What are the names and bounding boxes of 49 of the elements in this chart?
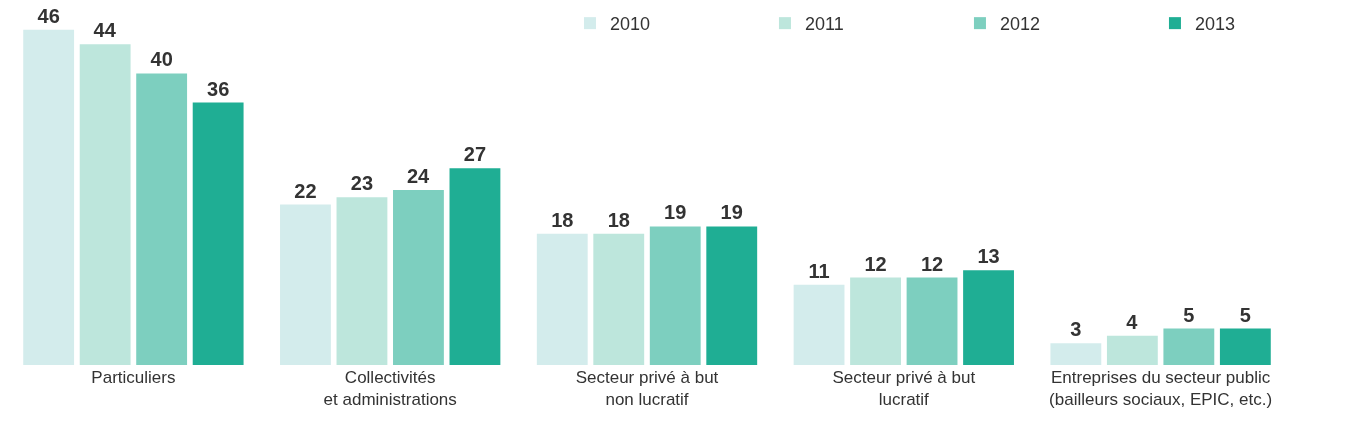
bar xyxy=(393,190,444,365)
data-label: 23 xyxy=(350,172,374,195)
x-tick-label: Particuliers xyxy=(91,368,176,387)
bar xyxy=(192,102,244,365)
bar xyxy=(1050,343,1102,365)
bar xyxy=(963,270,1014,365)
legend-label: 2013 xyxy=(1194,14,1236,35)
bar xyxy=(1163,328,1215,365)
bar xyxy=(280,204,331,365)
bar xyxy=(593,233,645,365)
data-label: 24 xyxy=(406,165,431,188)
data-label: 22 xyxy=(294,179,317,202)
data-label: 27 xyxy=(463,143,487,166)
x-tick-label: Collectivités et administrations xyxy=(323,368,457,410)
data-label: 19 xyxy=(720,201,743,224)
data-label: 12 xyxy=(920,252,944,275)
bar xyxy=(1106,335,1158,365)
legend-label: 2011 xyxy=(804,14,844,35)
data-label: 4 xyxy=(1126,310,1139,333)
bar xyxy=(793,284,845,365)
x-tick-label: Secteur privé à but lucratif xyxy=(832,368,976,410)
bar xyxy=(136,73,188,365)
data-label: 46 xyxy=(37,4,60,27)
data-label: 12 xyxy=(864,252,887,275)
data-label: 5 xyxy=(1183,303,1195,326)
bar xyxy=(79,44,131,365)
data-label: 36 xyxy=(207,77,230,100)
bar xyxy=(1219,328,1271,365)
bar xyxy=(336,197,388,365)
bar xyxy=(906,277,958,365)
legend-label: 2012 xyxy=(999,14,1041,35)
bar xyxy=(850,277,901,365)
data-label: 18 xyxy=(551,208,574,231)
data-label: 19 xyxy=(664,201,687,224)
bar xyxy=(23,29,75,365)
data-label: 18 xyxy=(607,208,630,231)
data-label: 11 xyxy=(808,259,830,282)
data-label: 44 xyxy=(93,19,117,42)
x-tick-label: Entreprises du secteur public (bailleurs sociaux, EPIC, etc.) xyxy=(1049,368,1273,410)
data-label: 13 xyxy=(977,245,1000,268)
data-label: 3 xyxy=(1070,318,1082,341)
data-label: 5 xyxy=(1239,303,1251,326)
bar xyxy=(449,168,501,365)
data-label: 40 xyxy=(150,48,173,71)
bar xyxy=(706,226,758,365)
legend-label: 2010 xyxy=(609,14,651,35)
x-tick-label: Secteur privé à but non lucratif xyxy=(575,368,719,410)
bar xyxy=(649,226,701,365)
bar xyxy=(536,233,588,365)
